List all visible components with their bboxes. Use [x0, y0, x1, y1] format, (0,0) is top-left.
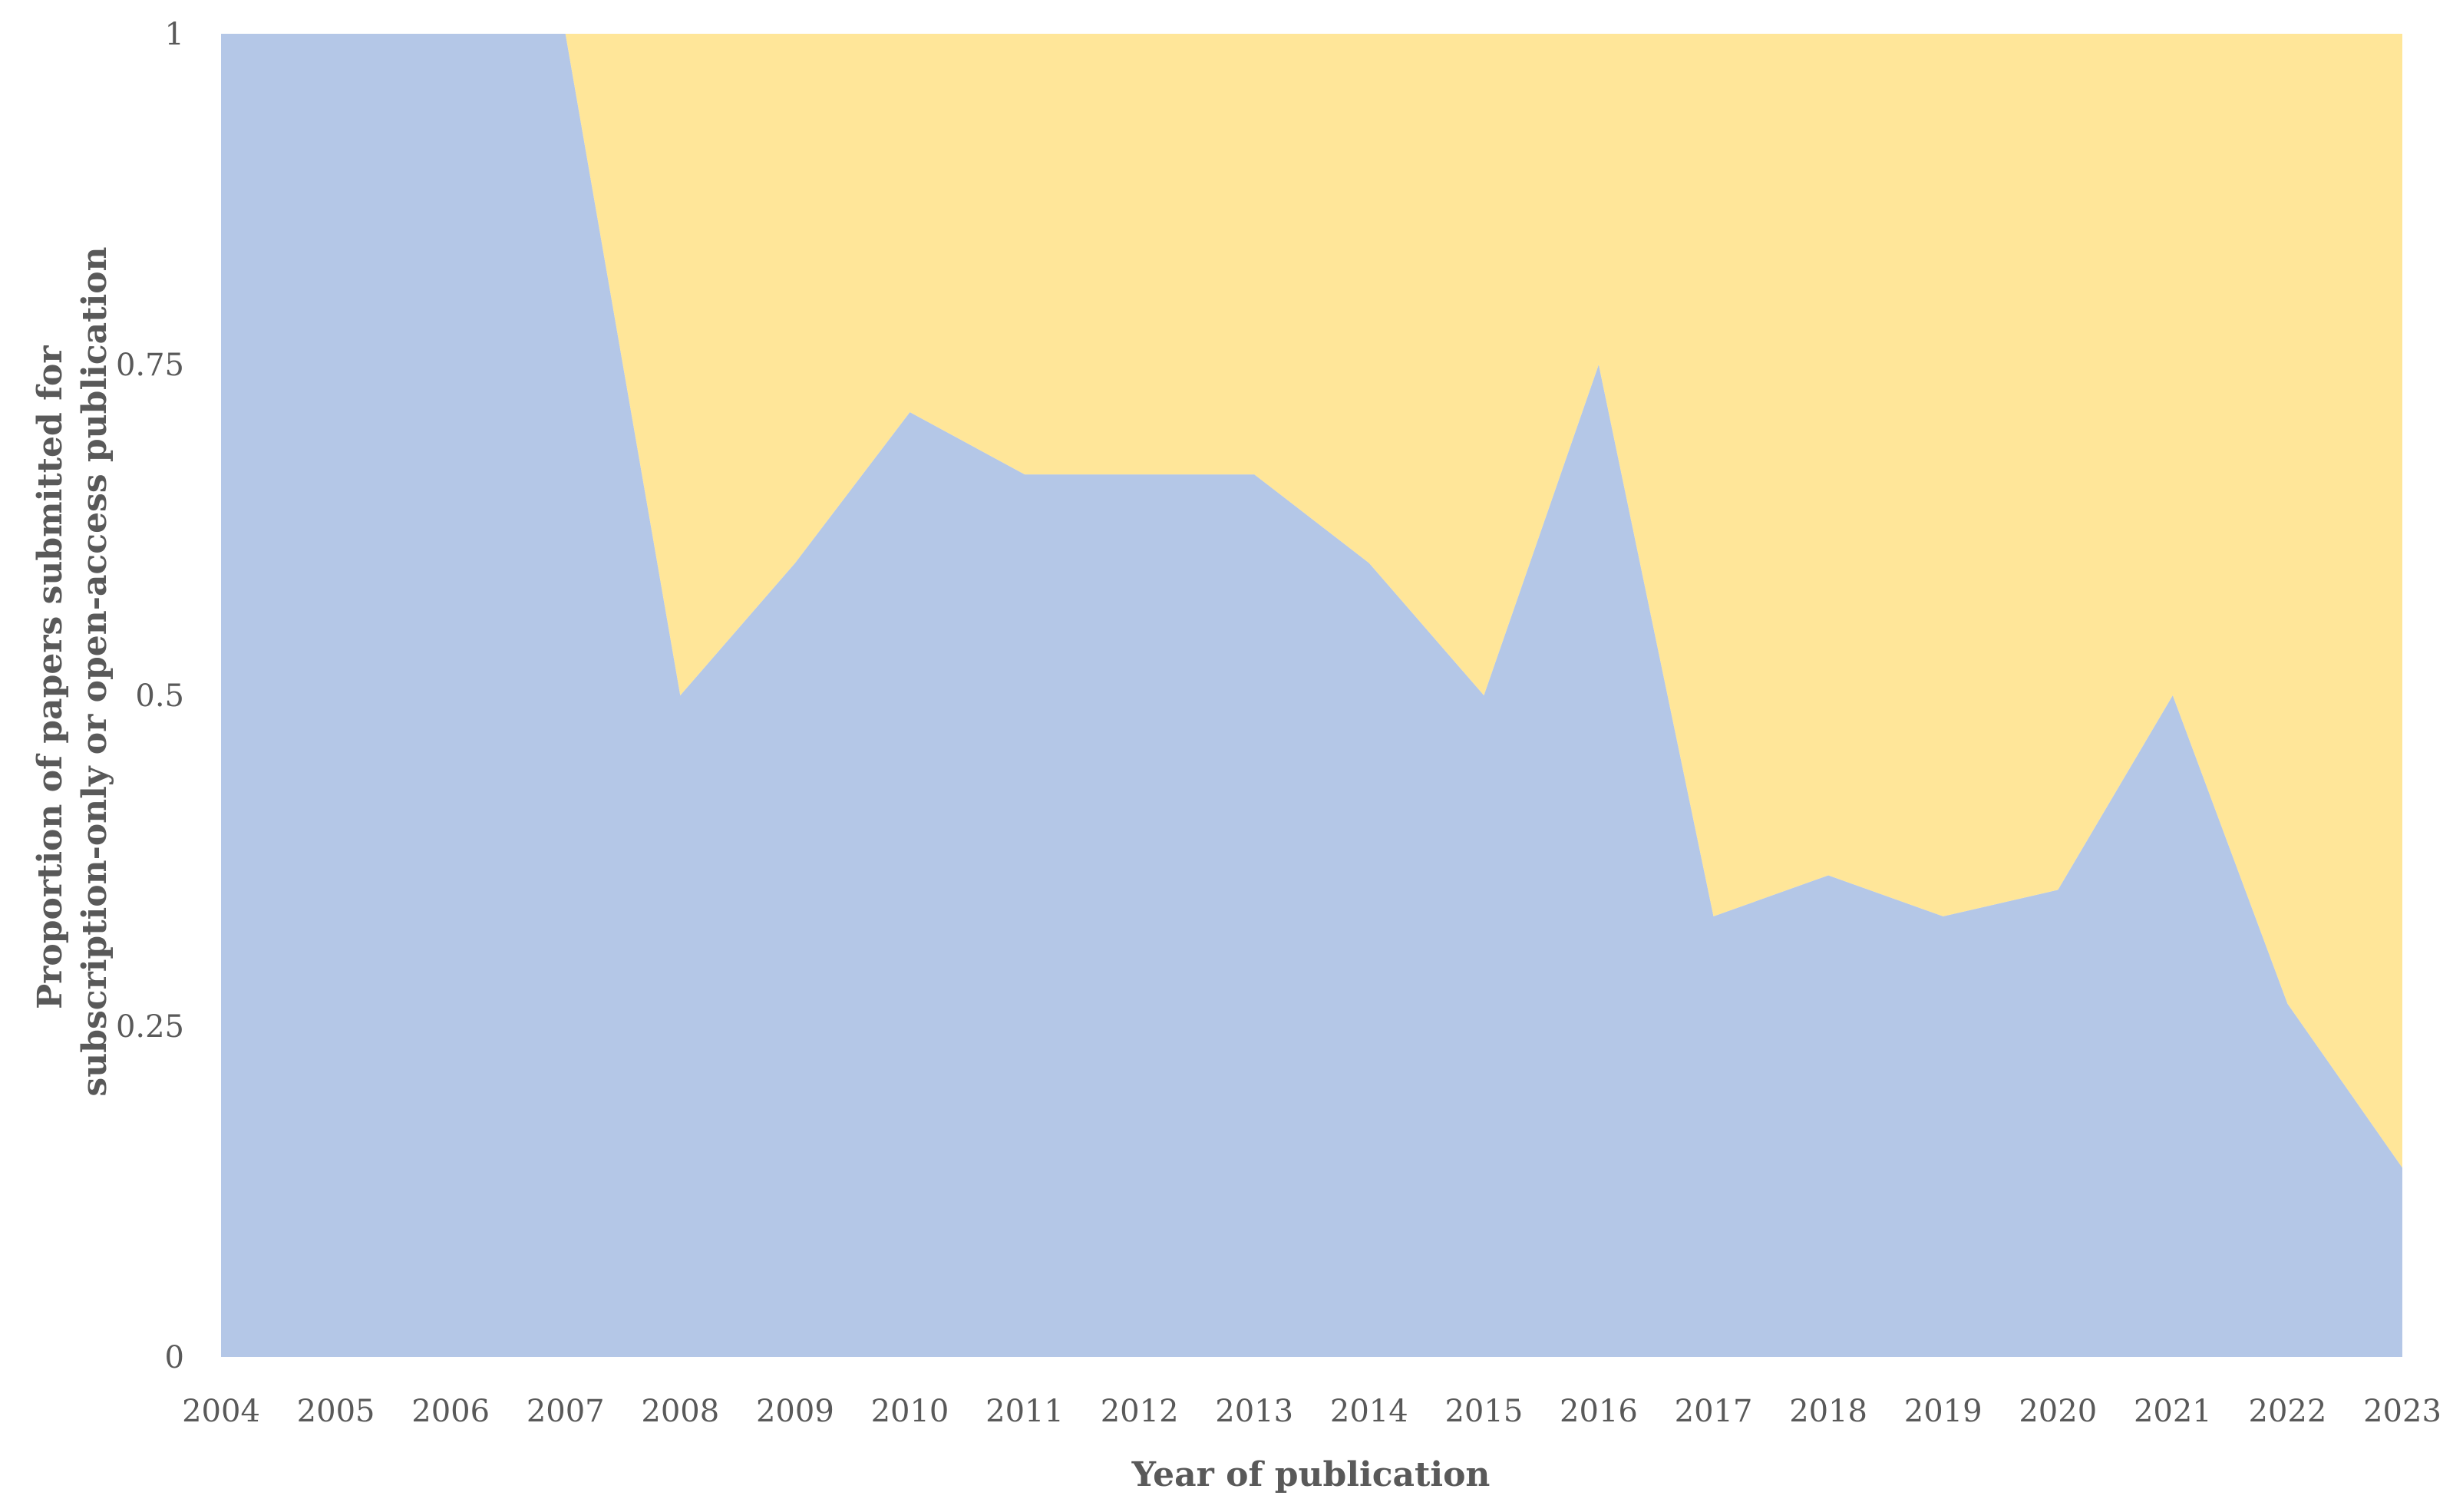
x-tick-label: 2011	[985, 1394, 1064, 1429]
x-tick-label: 2008	[641, 1394, 719, 1429]
x-tick-label: 2010	[871, 1394, 949, 1429]
x-tick-label: 2022	[2249, 1394, 2327, 1429]
x-tick-label: 2004	[182, 1394, 260, 1429]
area-series-1	[221, 34, 2402, 1357]
x-tick-label: 2015	[1444, 1394, 1523, 1429]
x-tick-label: 2016	[1560, 1394, 1638, 1429]
x-tick-label: 2012	[1101, 1394, 1179, 1429]
x-tick-label: 2023	[2363, 1394, 2441, 1429]
y-axis-title-line-2: subscription-only or open-access publica…	[75, 246, 114, 1096]
x-tick-label: 2006	[411, 1394, 490, 1429]
y-tick-label: 0	[165, 1340, 184, 1375]
x-axis-tick-labels: 2004 2005 2006 2007 2008 2009 2010 2011 2012 2013…	[182, 1394, 2441, 1429]
x-tick-label: 2017	[1675, 1394, 1753, 1429]
x-tick-label: 2013	[1215, 1394, 1293, 1429]
x-tick-label: 2020	[2019, 1394, 2097, 1429]
x-tick-label: 2014	[1330, 1394, 1408, 1429]
area-layers	[221, 34, 2402, 1357]
y-axis-title: Proportion of papers submitted for subsc…	[31, 246, 114, 1096]
x-axis-title: Year of publication	[1131, 1455, 1491, 1494]
y-tick-label: 0.25	[116, 1009, 184, 1045]
y-axis-title-line-1: Proportion of papers submitted for	[31, 345, 70, 1009]
y-tick-label: 1	[165, 17, 184, 52]
x-tick-label: 2005	[297, 1394, 375, 1429]
area-series-2	[221, 34, 2402, 1168]
x-tick-label: 2009	[756, 1394, 834, 1429]
x-tick-label: 2018	[1789, 1394, 1867, 1429]
x-tick-label: 2007	[527, 1394, 605, 1429]
x-tick-label: 2021	[2134, 1394, 2212, 1429]
x-tick-label: 2019	[1904, 1394, 1983, 1429]
y-tick-label: 0.5	[135, 678, 184, 714]
y-axis-tick-labels: 0 0.25 0.5 0.75 1	[116, 17, 184, 1375]
y-tick-label: 0.75	[116, 348, 184, 383]
